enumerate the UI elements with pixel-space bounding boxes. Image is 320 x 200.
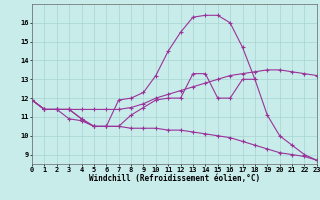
X-axis label: Windchill (Refroidissement éolien,°C): Windchill (Refroidissement éolien,°C) — [89, 174, 260, 183]
